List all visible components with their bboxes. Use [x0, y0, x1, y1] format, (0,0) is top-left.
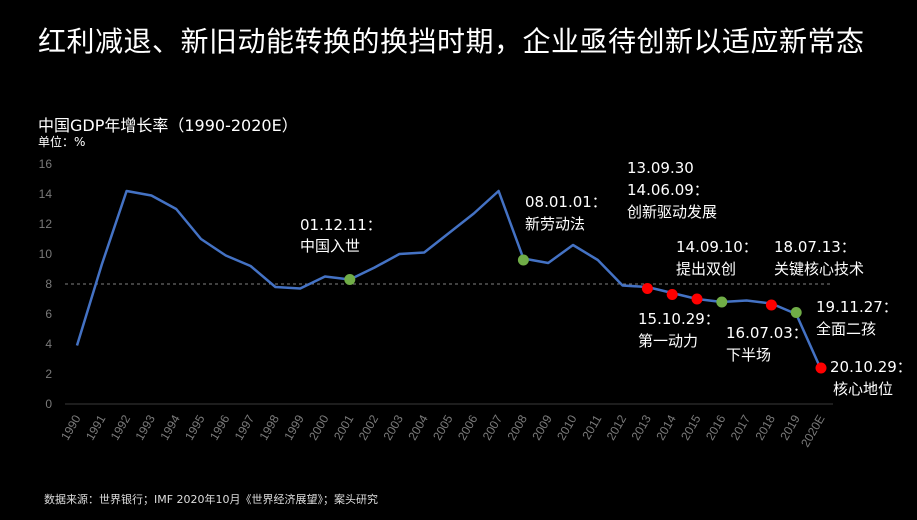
event-annotation: 创新驱动发展: [627, 203, 717, 221]
event-marker-group: [344, 254, 827, 374]
event-annotation: 新劳动法: [525, 215, 585, 233]
event-annotation: 中国入世: [300, 237, 360, 255]
green-event-marker: [790, 307, 802, 318]
x-tick-label: 1991: [83, 412, 109, 442]
x-tick-label: 2004: [405, 412, 431, 442]
event-annotation: 全面二孩: [816, 320, 876, 338]
red-event-marker: [691, 293, 703, 305]
x-tick-label: 2019: [777, 412, 803, 442]
x-tick-label: 1990: [58, 412, 84, 442]
x-tick-label: 2009: [529, 412, 555, 442]
x-tick-label: 1998: [257, 412, 283, 442]
red-event-marker: [765, 299, 777, 311]
x-tick-label: 2014: [653, 412, 679, 442]
x-tick-label: 1997: [232, 412, 258, 442]
x-tick-label: 2006: [455, 412, 481, 442]
chart-unit-label: 单位：%: [38, 135, 86, 149]
y-tick-label: 16: [39, 157, 53, 171]
event-annotation: 关键核心技术: [774, 260, 864, 278]
green-event-marker: [517, 254, 529, 266]
event-annotation: 15.10.29：: [638, 310, 720, 328]
x-tick-label: 2001: [331, 412, 357, 442]
event-annotation: 19.11.27：: [816, 298, 898, 316]
x-tick-label: 2012: [604, 412, 630, 442]
event-annotation: 14.09.10：: [676, 238, 758, 256]
x-tick-label: 2007: [480, 412, 506, 442]
x-tick-label: 1994: [157, 412, 183, 442]
red-event-marker: [641, 283, 653, 294]
x-tick-label: 2017: [728, 412, 754, 442]
x-tick-label: 2020E: [798, 413, 827, 450]
x-tick-label: 1996: [207, 412, 233, 442]
x-tick-label: 2011: [579, 412, 604, 442]
y-tick-label: 14: [39, 187, 53, 201]
y-tick-label: 2: [45, 367, 52, 381]
annotation-group: 01.12.11： 中国入世 08.01.01： 新劳动法 15.10.29： 第一动力 1…: [300, 159, 912, 398]
x-tick-label: 2015: [678, 412, 704, 442]
event-annotation: 提出双创: [676, 260, 736, 278]
event-annotation: 下半场: [726, 346, 771, 364]
x-tick-label: 2000: [306, 412, 332, 442]
event-annotation: 08.01.01：: [525, 193, 607, 211]
x-tick-label: 1993: [133, 412, 159, 442]
event-annotation: 16.07.03：: [726, 324, 808, 342]
event-annotation: 核心地位: [833, 380, 893, 398]
event-annotation: 18.07.13：: [774, 238, 856, 256]
y-tick-label: 10: [39, 247, 53, 261]
x-tick-label: 2010: [554, 412, 580, 442]
slide-headline: 红利减退、新旧动能转换的换挡时期，企业亟待创新以适应新常态: [38, 25, 865, 58]
event-annotation: 13.09.30: [627, 159, 694, 177]
x-tick-label: 1992: [108, 412, 134, 442]
y-tick-label: 4: [45, 337, 52, 351]
source-note: 数据来源：世界银行；IMF 2020年10月《世界经济展望》；案头研究: [44, 493, 379, 506]
x-tick-label: 2013: [629, 412, 655, 442]
event-annotation: 20.10.29：: [830, 358, 912, 376]
event-annotation: 第一动力: [638, 332, 698, 350]
red-event-marker: [666, 289, 678, 300]
x-tick-label: 2016: [703, 412, 729, 442]
chart-title: 中国GDP年增长率（1990-2020E）: [38, 116, 298, 135]
event-annotation: 14.06.09：: [627, 181, 709, 199]
y-tick-label: 8: [45, 277, 52, 291]
x-tick-label: 1999: [281, 412, 307, 442]
x-tick-label: 2005: [430, 412, 456, 442]
y-tick-label: 0: [45, 397, 52, 411]
x-tick-label: 2003: [381, 412, 407, 442]
x-tick-label: 2018: [753, 412, 779, 442]
green-event-marker: [344, 274, 356, 285]
y-tick-label: 12: [39, 217, 53, 231]
y-tick-label: 6: [45, 307, 52, 321]
event-annotation: 01.12.11：: [300, 216, 382, 234]
x-tick-label: 2002: [356, 412, 382, 442]
x-tick-label: 2008: [505, 412, 531, 442]
red-event-marker: [815, 362, 827, 374]
x-tick-label: 1995: [182, 412, 208, 442]
green-event-marker: [716, 296, 728, 308]
